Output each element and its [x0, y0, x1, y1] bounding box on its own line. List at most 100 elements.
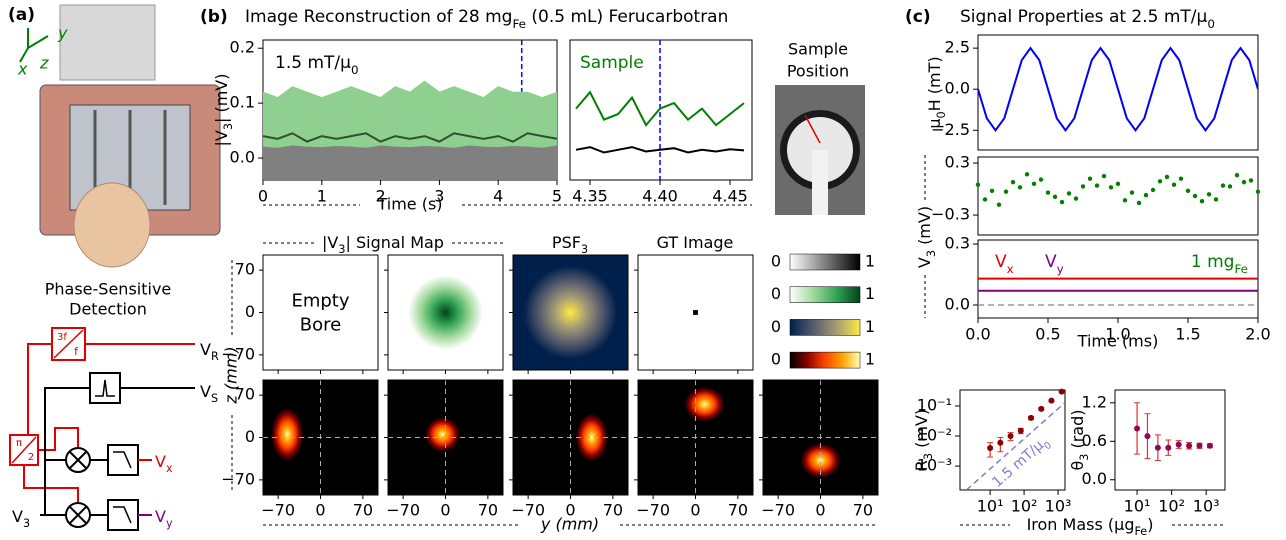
y-tick-label: 0 [245, 302, 255, 321]
y-tick-label: 10⁻¹ [917, 395, 952, 414]
label-part: 0 [351, 63, 359, 77]
label-part: GT Image [657, 233, 734, 252]
label-part: Fe [1134, 525, 1147, 538]
wire [38, 427, 79, 451]
y-tick-label: 70 [235, 385, 255, 404]
line [263, 132, 557, 143]
point [1213, 197, 1219, 202]
point [1164, 174, 1170, 180]
mixer-cross [69, 506, 87, 524]
point [1255, 189, 1261, 194]
point [1196, 442, 1203, 449]
label-part: V [995, 252, 1007, 272]
label-part: V [1045, 252, 1057, 272]
axis-arrow [19, 47, 29, 63]
y-tick-label: 0.0 [230, 148, 255, 167]
colorbar-label: 1 [865, 252, 875, 271]
point [1010, 179, 1016, 185]
multiplier-label: 3f [57, 332, 67, 343]
y-axis-label: z (mm) [222, 346, 241, 404]
x-tick-label: −70 [761, 501, 795, 520]
x-tick-label: 1.5 [1175, 325, 1200, 344]
point [1206, 192, 1212, 197]
x-tick-label: 70 [478, 501, 498, 520]
point [1045, 190, 1051, 195]
colorbar [789, 253, 861, 271]
colorbar-label: 1 [865, 350, 875, 369]
point [1136, 200, 1142, 206]
y-tick-label: −0.3 [931, 205, 970, 224]
point [1144, 433, 1151, 440]
x-tick-label: 70 [728, 501, 748, 520]
label-part: V [155, 452, 166, 471]
map-blob [684, 386, 725, 422]
reference-line [965, 401, 1065, 490]
x-tick-label: 2.0 [1245, 325, 1270, 344]
point [1175, 441, 1182, 448]
point [1031, 181, 1037, 187]
legend-entry: Vx [995, 252, 1014, 276]
point [1157, 179, 1163, 184]
lowpass-box [107, 444, 139, 476]
point [1087, 176, 1093, 181]
label-part: Fe [512, 17, 526, 31]
colorbar-label: 0 [771, 317, 781, 336]
photo-label: Position [787, 62, 849, 81]
label-part: 3 [925, 250, 938, 257]
x-axis-label: Time (s) [376, 195, 442, 214]
point [1241, 179, 1247, 185]
label-part: θ [1068, 461, 1087, 471]
point [1007, 433, 1014, 440]
map-pixel [693, 310, 698, 315]
label-part: (mV) [915, 206, 934, 250]
point [1248, 178, 1254, 183]
x-tick-label: 2 [376, 187, 386, 206]
y-tick-label: 70 [235, 260, 255, 279]
lowpass-icon [113, 451, 132, 469]
holder [812, 150, 828, 215]
label-part: 3 [1078, 454, 1091, 461]
label-part: V [200, 340, 211, 359]
point [1186, 442, 1193, 449]
label-part: |V [322, 233, 338, 252]
label-part: | (mV) [212, 74, 231, 124]
y-axis-label: |V3| (mV) [212, 74, 235, 147]
colorbar-label: 1 [865, 317, 875, 336]
plot-frame [959, 389, 1066, 491]
phase-label: 2 [28, 452, 34, 463]
point [1094, 183, 1100, 188]
label-part: Image Reconstruction of 28 mg [245, 7, 512, 27]
label-part: 0 [935, 111, 948, 118]
colorbar [789, 351, 861, 369]
x-axis-label: Time (ms) [1077, 332, 1159, 351]
label-part: 1.5 mT/μ [275, 53, 351, 73]
label-part: | Signal Map [345, 233, 443, 252]
annotation: Sample [580, 53, 644, 73]
label-part: 1 mg [1191, 252, 1235, 272]
point [1227, 184, 1233, 189]
line [575, 90, 745, 127]
label-part: 0 [1042, 440, 1054, 452]
map-blob [271, 407, 304, 462]
label-part: ) [1147, 515, 1153, 534]
point [1220, 183, 1226, 188]
label-part: (rad) [1068, 409, 1087, 453]
colorbar-label: 0 [771, 284, 781, 303]
mixer-cross [69, 451, 87, 469]
point [1028, 414, 1035, 421]
y-tick-label: −70 [221, 469, 255, 488]
y-axis-label: θ3 (rad) [1068, 409, 1091, 470]
point [1150, 187, 1156, 193]
signal-label: V3 [12, 507, 30, 530]
y-tick-label: 0.0 [1082, 469, 1107, 488]
signal-label: VR [200, 340, 219, 363]
x-tick-label: 10³ [1193, 497, 1220, 516]
point [1122, 198, 1128, 203]
point [1108, 185, 1114, 190]
point [1171, 182, 1177, 187]
label-part: 0 [1207, 17, 1215, 31]
label-part: 3 [222, 123, 235, 130]
label-part: 1.5 mT/μ [989, 437, 1046, 491]
point [1129, 190, 1135, 195]
